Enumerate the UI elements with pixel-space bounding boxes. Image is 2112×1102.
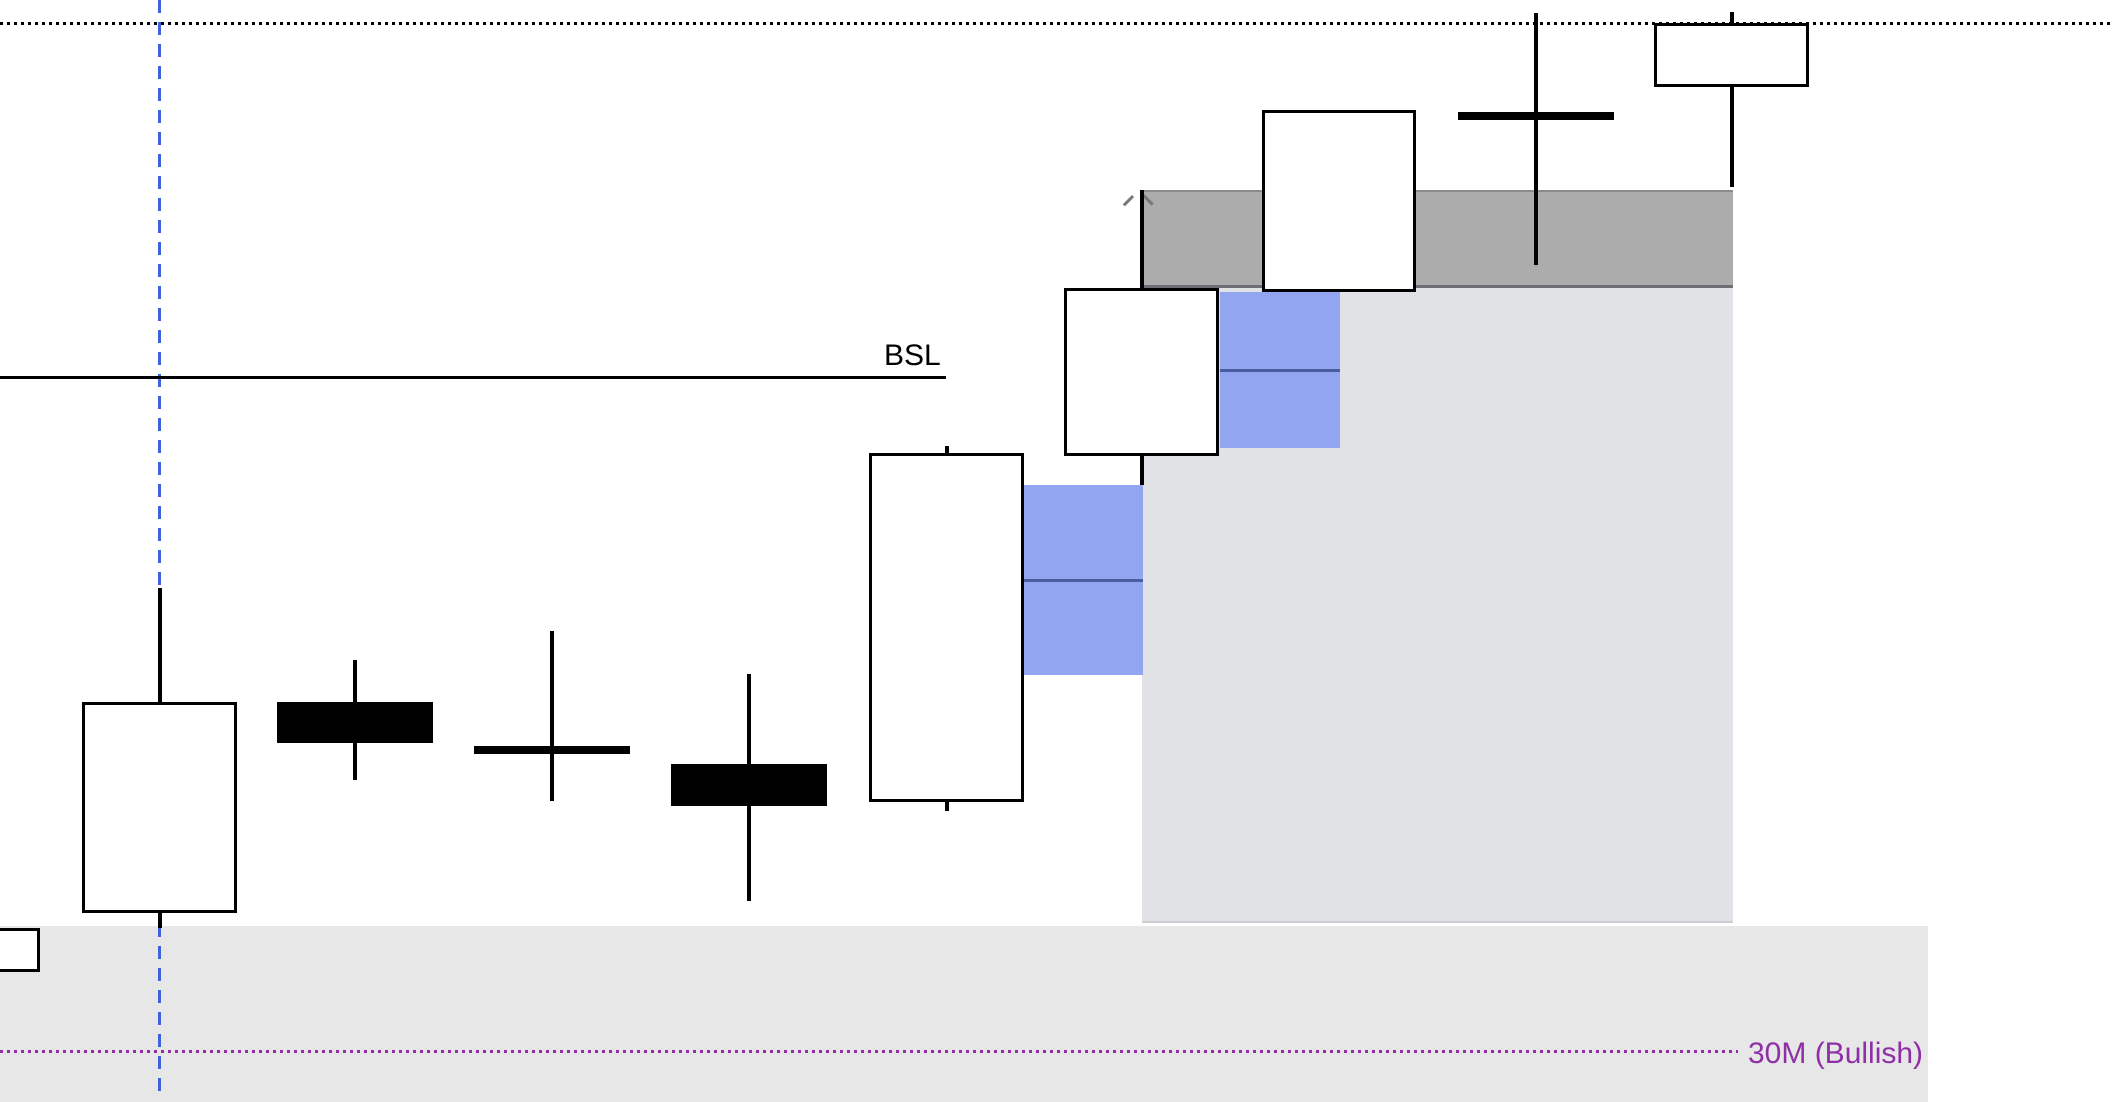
candle-8-body xyxy=(1458,112,1614,120)
candle-4-upper-wick xyxy=(747,674,751,764)
candle-6-lower-wick xyxy=(1139,456,1144,485)
fvg-box-1-divider xyxy=(1024,579,1143,582)
candle-5-body xyxy=(869,453,1024,802)
candle-4-lower-wick xyxy=(747,806,751,901)
candle-6-upper-wick xyxy=(1139,190,1144,288)
fvg-box-2-divider xyxy=(1220,369,1340,372)
corner-mark-left xyxy=(1122,195,1134,206)
candle-2-lower-wick xyxy=(353,743,357,780)
session-dashed-line[interactable] xyxy=(158,0,161,1093)
candle-6-body xyxy=(1064,288,1219,456)
candle-7-body xyxy=(1262,110,1416,292)
candle-2-body xyxy=(277,702,433,743)
candle-1-upper-wick xyxy=(157,588,162,702)
candle-9-lower-wick xyxy=(1729,87,1734,187)
htf-dotted-line[interactable] xyxy=(0,1050,1738,1053)
candle-4-body xyxy=(671,764,827,806)
candle-3-body xyxy=(474,746,630,754)
supply-zone-gray[interactable] xyxy=(1142,190,1733,288)
candle-1-body xyxy=(82,702,237,913)
htf-label[interactable]: 30M (Bullish) xyxy=(1748,1037,1924,1070)
candle-9-body xyxy=(1654,23,1809,87)
fvg-box-1[interactable] xyxy=(1024,485,1143,675)
candle-8-upper-wick xyxy=(1534,13,1538,112)
candle-2-upper-wick xyxy=(353,660,357,702)
bsl-label[interactable]: BSL xyxy=(884,339,941,372)
left-edge-box[interactable] xyxy=(0,928,40,972)
fvg-box-2[interactable] xyxy=(1220,292,1340,448)
bsl-line[interactable] xyxy=(0,376,946,379)
top-dotted-line[interactable] xyxy=(0,22,2112,25)
candle-3-lower-wick xyxy=(550,754,554,801)
candle-9-upper-wick xyxy=(1729,12,1734,23)
bottom-band-zone[interactable] xyxy=(0,926,1928,1102)
candle-3-upper-wick xyxy=(550,631,554,746)
candle-5-upper-wick xyxy=(944,446,949,453)
candle-1-lower-wick xyxy=(157,913,162,928)
candle-5-lower-wick xyxy=(944,802,949,811)
candle-8-lower-wick xyxy=(1534,120,1538,265)
